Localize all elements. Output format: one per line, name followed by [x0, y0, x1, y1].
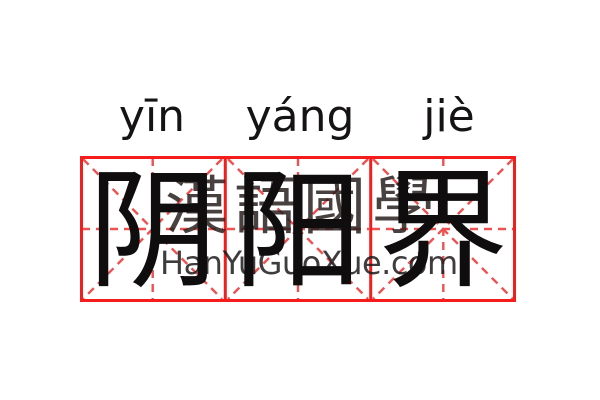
pinyin-syllable-2: yáng: [245, 91, 355, 142]
hanzi-character-3: 界: [377, 155, 509, 307]
grid-cell-2: [227, 158, 369, 300]
hanzi-character-1: 阴: [87, 155, 219, 307]
pinyin-syllable-3: jiè: [423, 91, 475, 142]
grid-border: [80, 156, 516, 302]
writing-grid: [80, 156, 516, 302]
watermark-hanzi-text: 漢語國學: [165, 170, 441, 243]
watermark-site-url: HanYuGuoXue.com: [160, 244, 458, 282]
grid-cell-3: [372, 158, 514, 300]
pinyin-syllable-1: yīn: [118, 91, 186, 142]
grid-cell-1: [82, 158, 223, 300]
hanzi-character-2: 阳: [232, 155, 364, 307]
